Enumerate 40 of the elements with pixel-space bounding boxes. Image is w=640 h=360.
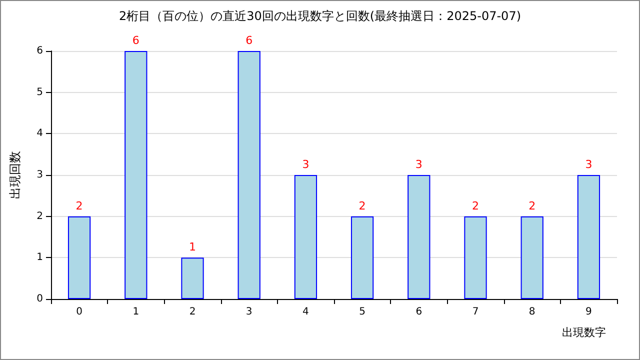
x-tick-label: 3: [246, 306, 252, 318]
bar: [124, 51, 148, 299]
data-label: 6: [132, 34, 140, 47]
x-tick-label: 1: [132, 306, 140, 318]
data-label: 3: [585, 158, 592, 171]
y-tick-label: 4: [36, 128, 43, 140]
bar: [577, 175, 600, 299]
bar: [408, 175, 430, 299]
y-tick-label: 3: [36, 170, 43, 180]
data-label: 2: [472, 199, 479, 212]
x-tick-label: 7: [472, 306, 479, 318]
x-tick-label: 9: [586, 306, 592, 318]
data-label: 2: [358, 199, 366, 212]
bar: [464, 216, 487, 299]
x-tick-label: 2: [189, 306, 196, 318]
y-tick-label: 1: [36, 252, 43, 264]
x-tick-label: 0: [76, 306, 82, 318]
y-tick-label: 6: [36, 46, 43, 56]
data-label: 2: [528, 199, 536, 212]
data-label: 3: [302, 158, 310, 171]
bar: [68, 216, 91, 299]
x-tick-label: 5: [359, 306, 366, 318]
bar: [294, 175, 318, 299]
data-label: 3: [415, 158, 422, 171]
data-label: 6: [246, 34, 253, 47]
y-axis-title: 出現回数: [8, 151, 22, 199]
bar: [181, 258, 204, 299]
bar: [238, 51, 260, 299]
x-tick-label: 8: [528, 306, 536, 318]
x-axis-title: 出現数字: [562, 326, 606, 339]
y-tick-label: 5: [36, 86, 43, 98]
bar: [520, 216, 544, 299]
y-tick-label: 2: [36, 210, 43, 222]
chart-title: 2桁目（百の位）の直近30回の出現数字と回数(最終抽選日：2025-07-07): [118, 9, 522, 23]
data-label: 1: [189, 240, 196, 254]
data-label: 2: [76, 199, 83, 212]
bar: [350, 216, 374, 299]
y-tick-label: 0: [36, 294, 43, 304]
x-tick-label: 6: [416, 306, 422, 318]
x-tick-label: 4: [302, 306, 309, 318]
